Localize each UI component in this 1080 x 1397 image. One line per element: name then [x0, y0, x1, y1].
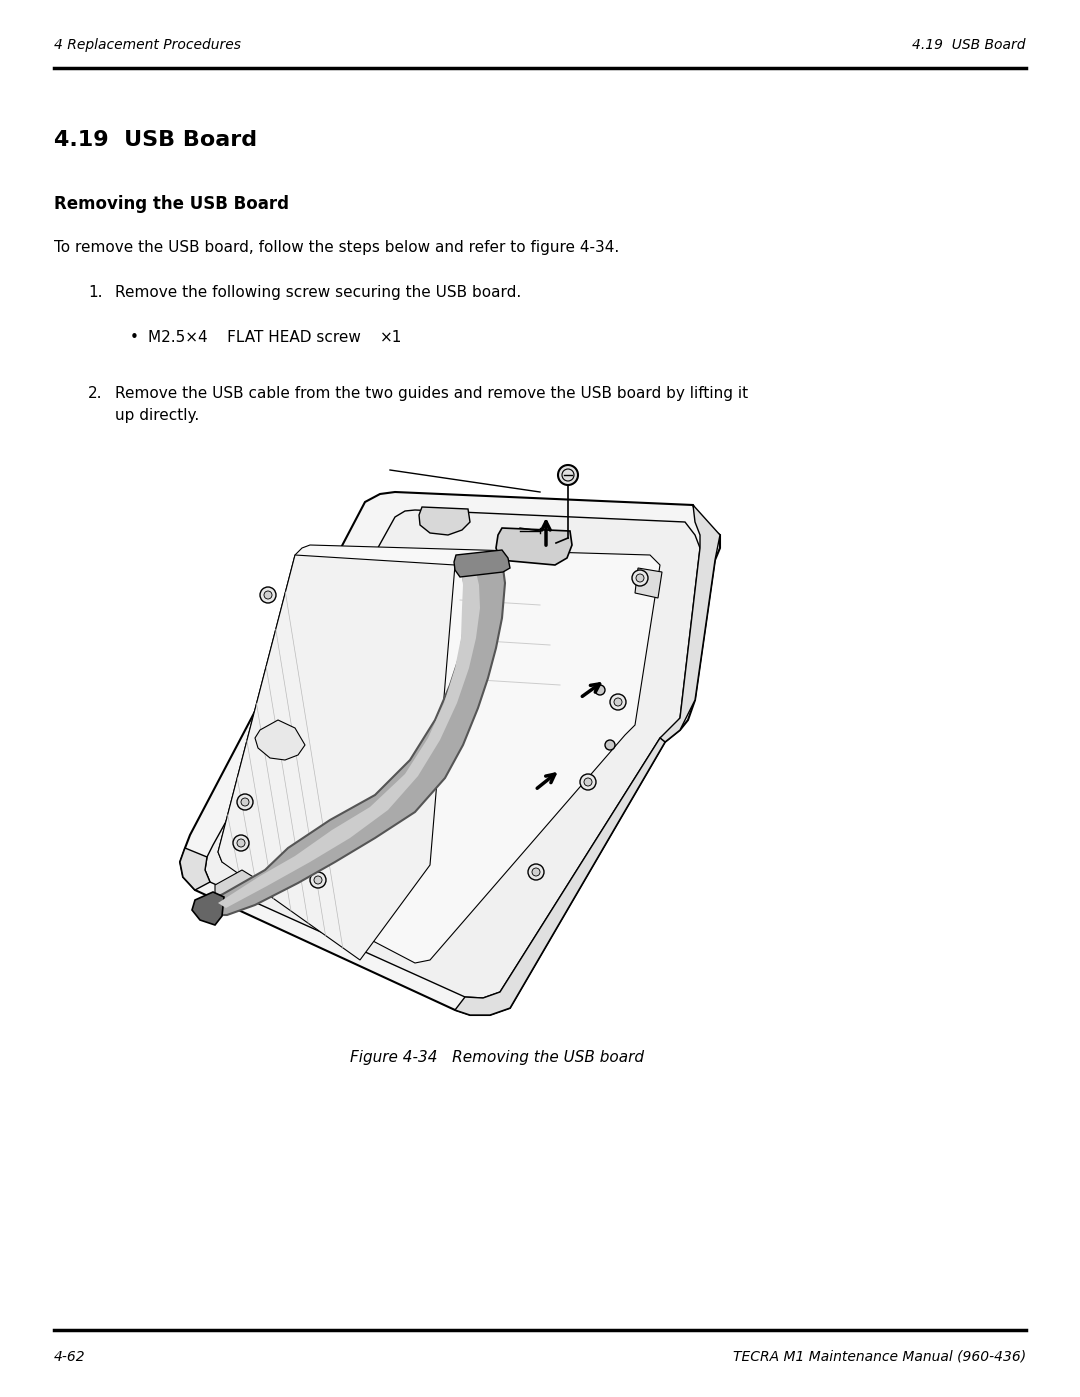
Circle shape [237, 793, 253, 810]
Circle shape [528, 863, 544, 880]
Text: ×1: ×1 [380, 330, 403, 345]
Circle shape [532, 868, 540, 876]
Polygon shape [255, 719, 305, 760]
Text: Figure 4-34   Removing the USB board: Figure 4-34 Removing the USB board [350, 1051, 644, 1065]
Polygon shape [660, 504, 720, 742]
Text: •: • [130, 330, 139, 345]
Circle shape [580, 774, 596, 789]
Circle shape [237, 840, 245, 847]
Text: M2.5×4    FLAT HEAD screw: M2.5×4 FLAT HEAD screw [148, 330, 361, 345]
Polygon shape [180, 848, 210, 890]
Circle shape [584, 778, 592, 787]
Polygon shape [419, 507, 470, 535]
Text: 4 Replacement Procedures: 4 Replacement Procedures [54, 38, 241, 52]
Circle shape [595, 685, 605, 694]
Circle shape [615, 698, 622, 705]
Polygon shape [455, 738, 665, 1016]
Circle shape [241, 798, 249, 806]
Polygon shape [218, 545, 660, 963]
Circle shape [605, 740, 615, 750]
Text: 2.: 2. [87, 386, 103, 401]
Text: TECRA M1 Maintenance Manual (960-436): TECRA M1 Maintenance Manual (960-436) [733, 1350, 1026, 1363]
Polygon shape [215, 870, 255, 902]
Circle shape [610, 694, 626, 710]
Circle shape [233, 835, 249, 851]
Text: To remove the USB board, follow the steps below and refer to figure 4-34.: To remove the USB board, follow the step… [54, 240, 619, 256]
Text: 1.: 1. [87, 285, 103, 300]
Polygon shape [205, 510, 700, 997]
Polygon shape [218, 555, 455, 960]
Polygon shape [218, 566, 480, 908]
Circle shape [632, 570, 648, 585]
Polygon shape [496, 528, 572, 564]
Text: up directly.: up directly. [114, 408, 199, 423]
Circle shape [314, 876, 322, 884]
Circle shape [264, 591, 272, 599]
Circle shape [636, 574, 644, 583]
Text: 4-62: 4-62 [54, 1350, 85, 1363]
Polygon shape [635, 569, 662, 598]
Text: Remove the USB cable from the two guides and remove the USB board by lifting it: Remove the USB cable from the two guides… [114, 386, 748, 401]
Text: 4.19  USB Board: 4.19 USB Board [54, 130, 257, 149]
Text: Removing the USB Board: Removing the USB Board [54, 196, 289, 212]
Polygon shape [210, 553, 505, 915]
Text: 4.19  USB Board: 4.19 USB Board [913, 38, 1026, 52]
Circle shape [310, 872, 326, 888]
Polygon shape [454, 550, 510, 577]
Text: Remove the following screw securing the USB board.: Remove the following screw securing the … [114, 285, 522, 300]
Circle shape [260, 587, 276, 604]
Circle shape [558, 465, 578, 485]
Polygon shape [180, 492, 720, 1016]
Polygon shape [192, 893, 224, 925]
